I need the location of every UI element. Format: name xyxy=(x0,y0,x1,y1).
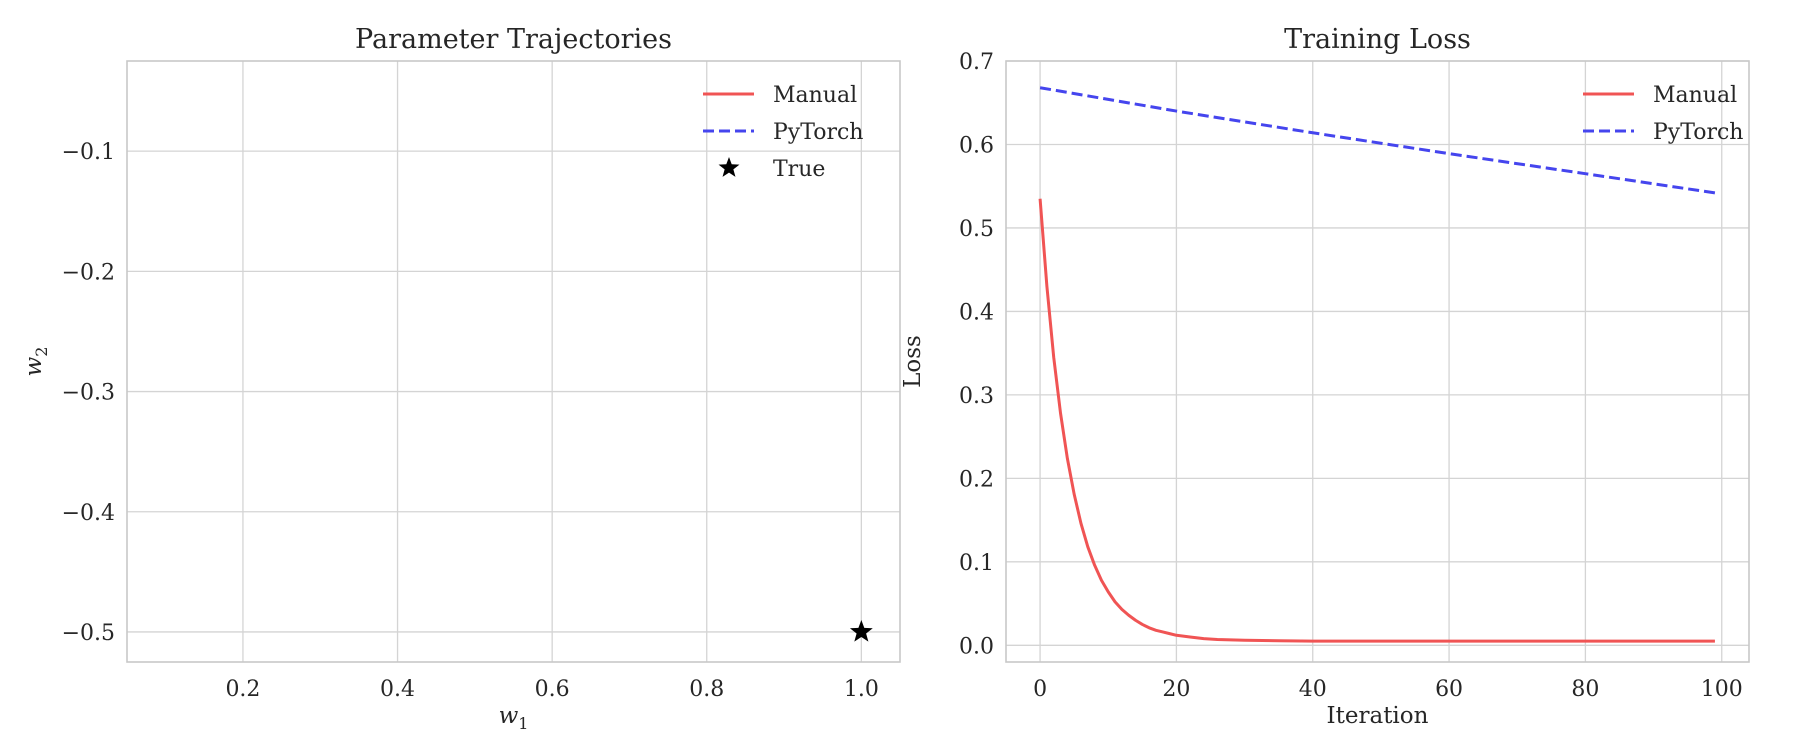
plot-area xyxy=(1038,86,1716,643)
parameter-trajectories-chart: 0.2 0.4 0.6 0.8 1.0 −0.5 −0.4 −0.3 −0.2 −0.1 Param… xyxy=(21,24,901,733)
legend-label-manual: Manual xyxy=(773,83,857,108)
x-tick-label: 60 xyxy=(1435,677,1463,702)
y-tick-label: 0.3 xyxy=(959,384,994,409)
series-line-pytorch xyxy=(1039,86,1716,195)
y-tick-label: 0.1 xyxy=(959,551,994,576)
legend-label-pytorch: PyTorch xyxy=(1653,120,1743,145)
chart-title: Training Loss xyxy=(1284,24,1471,55)
legend-label-pytorch: PyTorch xyxy=(773,120,863,145)
x-tick-label: 1.0 xyxy=(844,677,879,702)
chart-title: Parameter Trajectories xyxy=(355,24,672,55)
x-tick-label: 100 xyxy=(1701,677,1743,702)
training-loss-chart: 0 20 40 60 80 100 0.0 0.1 0.2 0.3 0.4 0.5 0.6 0.7 Trai… xyxy=(900,24,1750,729)
x-axis-label: w1 xyxy=(499,703,529,733)
legend: Manual PyTorch xyxy=(1583,83,1743,145)
plot-area xyxy=(849,619,873,642)
y-tick-label: 0.2 xyxy=(959,467,994,492)
x-axis-label: Iteration xyxy=(1327,703,1429,729)
y-tick-label: 0.6 xyxy=(959,133,994,158)
series-line-manual xyxy=(1038,198,1715,643)
legend: Manual PyTorch True xyxy=(703,83,863,182)
x-tick-label: 0 xyxy=(1033,677,1047,702)
legend-swatch-true xyxy=(718,157,740,177)
y-tick-label: −0.4 xyxy=(62,501,115,526)
x-tick-label: 0.4 xyxy=(380,677,415,702)
y-axis-label: w2 xyxy=(21,347,51,377)
y-tick-label: 0.7 xyxy=(959,50,994,75)
legend-label-true: True xyxy=(773,157,825,182)
y-tick-label: −0.5 xyxy=(62,621,115,646)
legend-label-manual: Manual xyxy=(1653,83,1737,108)
y-tick-label: −0.1 xyxy=(62,140,115,165)
y-axis-label: Loss xyxy=(900,335,926,388)
x-axis-label-main: w xyxy=(499,703,519,729)
x-tick-label: 0.2 xyxy=(225,677,260,702)
x-tick-label: 40 xyxy=(1299,677,1327,702)
plot-frame xyxy=(126,60,901,663)
y-tick-label: −0.2 xyxy=(62,260,115,285)
x-tick-label: 0.6 xyxy=(535,677,570,702)
point-marker-true xyxy=(849,619,873,642)
y-axis-label-main: w xyxy=(21,356,47,376)
x-tick-label: 0.8 xyxy=(689,677,724,702)
x-axis-label-subscript: 1 xyxy=(518,714,528,733)
y-tick-label: 0.5 xyxy=(959,217,994,242)
x-tick-label: 80 xyxy=(1571,677,1599,702)
y-tick-label: −0.3 xyxy=(62,381,115,406)
y-tick-label: 0.0 xyxy=(959,634,994,659)
x-tick-label: 20 xyxy=(1162,677,1190,702)
plot-frame xyxy=(1005,60,1750,663)
y-tick-label: 0.4 xyxy=(959,300,994,325)
y-axis-label-subscript: 2 xyxy=(32,347,51,357)
